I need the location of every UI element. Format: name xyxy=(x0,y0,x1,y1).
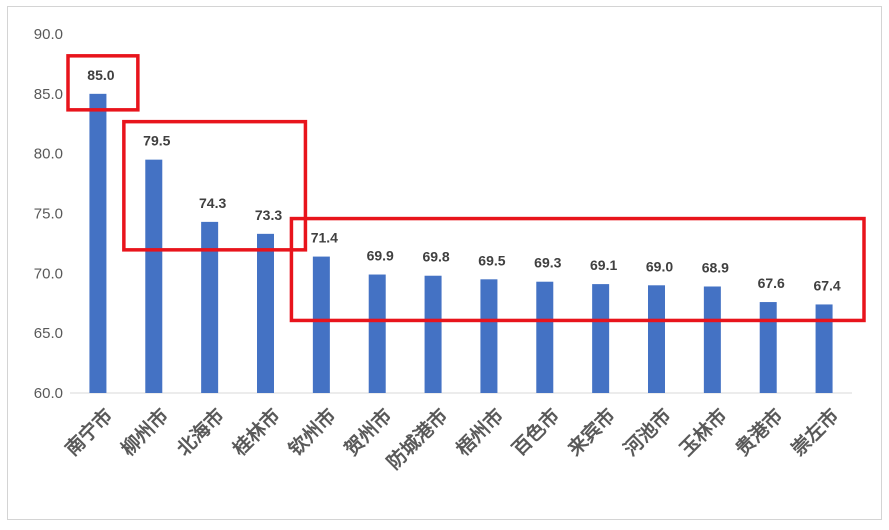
bar xyxy=(592,284,610,393)
x-tick-label: 来宾市 xyxy=(563,404,620,461)
data-label: 79.5 xyxy=(143,133,170,149)
y-tick-label: 80.0 xyxy=(34,146,63,163)
data-label: 69.8 xyxy=(422,249,449,265)
x-tick-label: 桂林市 xyxy=(227,404,284,461)
bar xyxy=(145,159,163,393)
data-label: 74.3 xyxy=(199,195,226,211)
x-tick-label: 南宁市 xyxy=(60,404,117,461)
bar xyxy=(312,256,330,393)
x-tick-label: 柳州市 xyxy=(116,404,173,461)
y-tick-label: 85.0 xyxy=(34,86,63,103)
x-tick-label: 北海市 xyxy=(172,404,229,461)
x-tick-label: 钦州市 xyxy=(284,404,341,461)
y-tick-label: 75.0 xyxy=(34,206,63,223)
bar xyxy=(648,285,665,393)
y-tick-label: 60.0 xyxy=(34,385,63,402)
y-tick-label: 70.0 xyxy=(34,265,63,282)
x-tick-label: 百色市 xyxy=(507,404,564,461)
data-label: 71.4 xyxy=(311,230,338,246)
y-tick-label: 65.0 xyxy=(34,325,63,342)
x-tick-label: 玉林市 xyxy=(675,404,732,461)
y-tick-label: 90.0 xyxy=(34,26,63,43)
data-label: 69.3 xyxy=(534,255,561,271)
bar xyxy=(759,302,777,393)
bar xyxy=(257,233,274,393)
data-label: 69.9 xyxy=(367,248,394,264)
bar xyxy=(368,274,386,393)
bar xyxy=(480,279,498,393)
data-label: 69.5 xyxy=(478,252,505,268)
x-tick-label: 河池市 xyxy=(619,404,676,461)
highlight-box xyxy=(66,54,140,112)
x-tick-label: 崇左市 xyxy=(787,404,844,461)
data-label: 69.0 xyxy=(646,258,673,274)
x-tick-label: 梧州市 xyxy=(451,404,508,461)
data-label: 68.9 xyxy=(702,259,729,275)
data-label: 69.1 xyxy=(590,257,617,273)
data-label: 67.6 xyxy=(758,275,785,291)
bar xyxy=(424,275,442,393)
bar xyxy=(536,281,554,393)
data-label: 67.4 xyxy=(813,277,840,293)
bar xyxy=(703,286,721,393)
bar xyxy=(201,221,219,393)
data-label: 85.0 xyxy=(87,67,114,83)
x-tick-label: 贵港市 xyxy=(731,404,788,461)
x-tick-label: 防城港市 xyxy=(382,404,452,474)
bar xyxy=(815,304,833,393)
data-label: 73.3 xyxy=(255,207,282,223)
highlight-box xyxy=(289,216,866,323)
highlight-box xyxy=(122,119,308,252)
bar xyxy=(89,93,107,393)
